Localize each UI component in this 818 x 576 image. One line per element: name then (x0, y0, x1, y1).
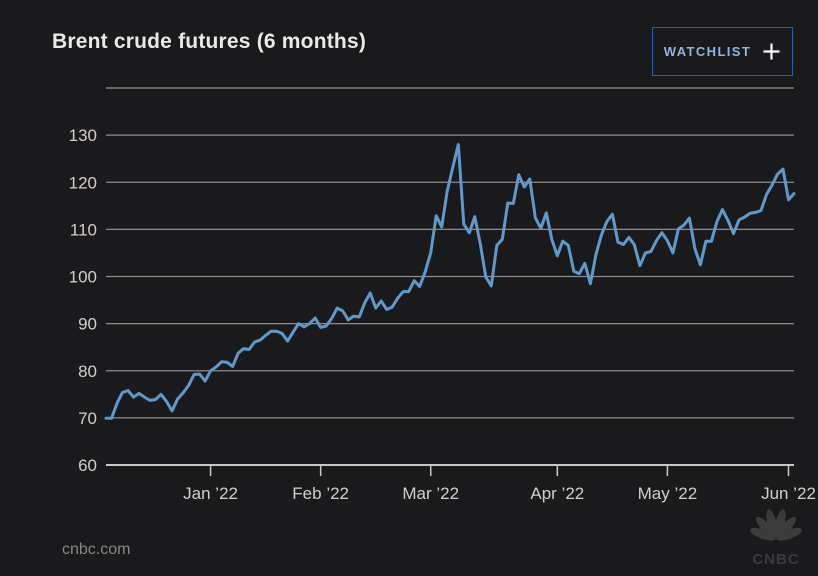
y-axis-label: 80 (78, 362, 97, 381)
source-attribution: cnbc.com (62, 541, 131, 558)
y-axis-label: 130 (69, 126, 97, 145)
y-axis-label: 110 (70, 220, 97, 239)
x-axis-label: Mar ’22 (402, 484, 459, 503)
x-axis-label: Apr ’22 (530, 484, 584, 503)
y-axis-label: 60 (78, 456, 97, 475)
x-axis-label: May ’22 (638, 484, 698, 503)
chart-title: Brent crude futures (6 months) (52, 30, 367, 53)
watchlist-button[interactable]: WATCHLIST (652, 27, 793, 76)
y-axis-label: 70 (78, 409, 97, 428)
price-line-series (104, 143, 796, 420)
cnbc-peacock-icon: CNBC (734, 508, 818, 575)
y-axis-label: 90 (78, 315, 97, 334)
y-axis-label: 100 (69, 268, 97, 287)
watchlist-button-label: WATCHLIST (663, 44, 752, 59)
x-axis-label: Jan ’22 (183, 484, 238, 503)
cnbc-logo-text: CNBC (752, 551, 799, 568)
x-axis-label: Jun ’22 (761, 484, 816, 503)
x-axis-label: Feb ’22 (292, 484, 349, 503)
price-chart[interactable]: 60 70 80 90 100 110 120 130 Jan ’22 Feb ’22 Mar ’2… (0, 0, 818, 520)
plus-icon (762, 42, 781, 61)
y-axis-label: 120 (69, 173, 97, 192)
